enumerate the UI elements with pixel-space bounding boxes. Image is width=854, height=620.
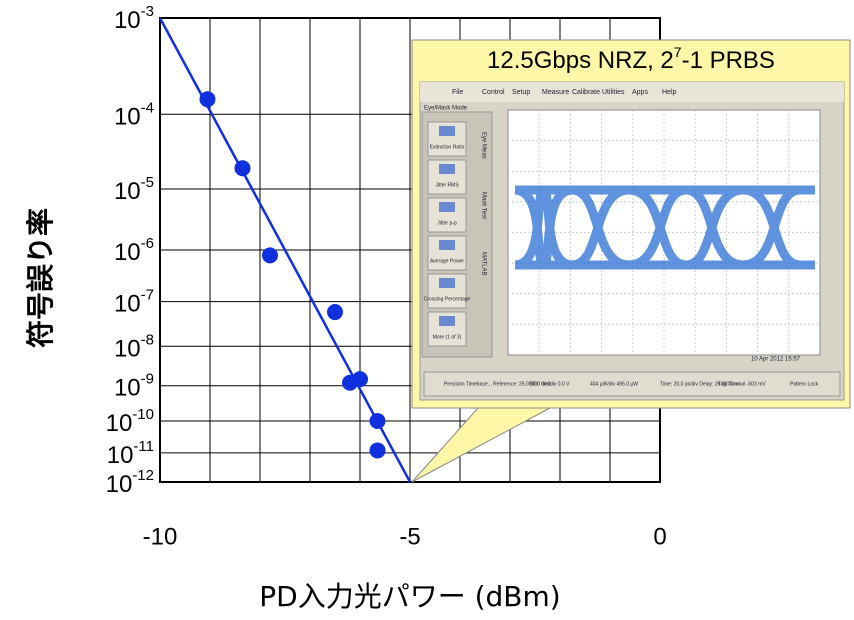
scope-button-icon	[439, 202, 455, 212]
scope-menu-item: Calibrate	[572, 89, 600, 96]
scope-button-icon	[439, 164, 455, 174]
y-tick-exponent: -12	[132, 467, 154, 484]
callout	[412, 408, 550, 482]
data-point	[352, 371, 368, 387]
y-tick-label: 10-12	[106, 467, 154, 498]
y-tick-exponent: -10	[132, 406, 154, 423]
scope-menu-item: File	[452, 89, 463, 96]
y-tick-base: 10	[107, 442, 134, 469]
x-tick-label: -5	[399, 523, 420, 550]
y-tick-base: 10	[114, 375, 141, 402]
y-tick-exponent: -5	[141, 174, 154, 191]
scope-status: Pattern Lock	[790, 381, 819, 387]
y-tick-label: 10-8	[114, 331, 154, 362]
data-point	[262, 247, 278, 263]
data-point	[327, 304, 343, 320]
scope-mode: Eye/Mask Mode	[424, 106, 468, 112]
data-point	[370, 442, 386, 458]
scope-button-icon	[439, 278, 455, 288]
scope-status: Trig: Normal -503 mV	[718, 381, 766, 387]
data-point	[370, 413, 386, 429]
scope-button-label: Average Power	[430, 258, 464, 264]
scope-menu-item: Control	[482, 89, 505, 96]
y-tick-label: 10-4	[114, 99, 154, 130]
scope-button-icon	[439, 240, 455, 250]
scope-menu-item: Apps	[632, 89, 648, 96]
scope-menu-item: Setup	[512, 89, 530, 96]
y-tick-exponent: -6	[141, 235, 154, 252]
scope-timestamp: 10 Apr 2012 15:57	[751, 357, 801, 363]
scope-button-icon	[439, 316, 455, 326]
x-tick-label: -10	[143, 523, 178, 550]
y-tick-exponent: -3	[141, 3, 154, 20]
data-point	[235, 160, 251, 176]
scope-button-label: More (1 of 3)	[433, 334, 462, 340]
inset-title-tail: -1 PRBS	[682, 47, 775, 74]
y-tick-exponent: -4	[141, 99, 154, 116]
inset-title-exp: 7	[674, 44, 682, 60]
scope-button-label: Jitter RMS	[435, 182, 459, 188]
y-tick-base: 10	[114, 104, 141, 131]
scope-tab: Eye Meas	[480, 132, 486, 159]
y-tick-label: 10-11	[107, 438, 154, 469]
y-tick-label: 10-9	[114, 371, 154, 402]
scope-tab: MATLAB	[480, 252, 486, 276]
scope-button-label: Extinction Ratio	[430, 144, 465, 150]
y-tick-exponent: -11	[133, 438, 154, 455]
scope-status: 50.0 mV/div 0.0 V	[530, 381, 570, 387]
y-tick-label: 10-6	[114, 235, 154, 266]
y-tick-label: 10-5	[114, 174, 154, 205]
inset-title-main: 12.5Gbps NRZ, 2	[487, 47, 674, 74]
y-tick-base: 10	[106, 471, 133, 498]
y-tick-base: 10	[114, 178, 141, 205]
y-tick-base: 10	[106, 410, 133, 437]
y-tick-base: 10	[114, 7, 141, 34]
scope-menu-item: Measure	[542, 89, 569, 96]
y-axis-title: 符号誤り率	[24, 208, 57, 348]
x-axis-title: PD入力光パワー (dBm)	[259, 580, 560, 613]
x-tick-label: 0	[653, 523, 666, 550]
scope-tab: Mask Test	[480, 192, 486, 219]
y-tick-label: 10-7	[114, 287, 154, 318]
scope-menu-item: Help	[662, 89, 677, 96]
y-tick-base: 10	[114, 291, 141, 318]
scope-button-label: Crossing Percentage	[424, 296, 471, 302]
y-tick-label: 10-3	[114, 3, 154, 34]
y-tick-exponent: -9	[141, 371, 154, 388]
y-tick-exponent: -7	[141, 287, 154, 304]
inset: 12.5Gbps NRZ, 27-1 PRBS File Control Setup…	[412, 40, 850, 482]
data-point	[200, 91, 216, 107]
scope-button-icon	[439, 126, 455, 136]
chart: PD入力光パワー (dBm) 符号誤り率 12.5Gbps NRZ, 27-1 …	[0, 0, 854, 620]
y-tick-label: 10-10	[106, 406, 154, 437]
scope-menu-item: Utilities	[602, 89, 625, 96]
y-tick-base: 10	[114, 336, 141, 363]
inset-title: 12.5Gbps NRZ, 27-1 PRBS	[487, 44, 775, 75]
y-tick-base: 10	[114, 239, 141, 266]
y-tick-exponent: -8	[141, 331, 154, 348]
scope-button-label: Jitter p-p	[437, 220, 457, 226]
scope-status: 404 µW/div 495.0 µW	[590, 381, 638, 387]
